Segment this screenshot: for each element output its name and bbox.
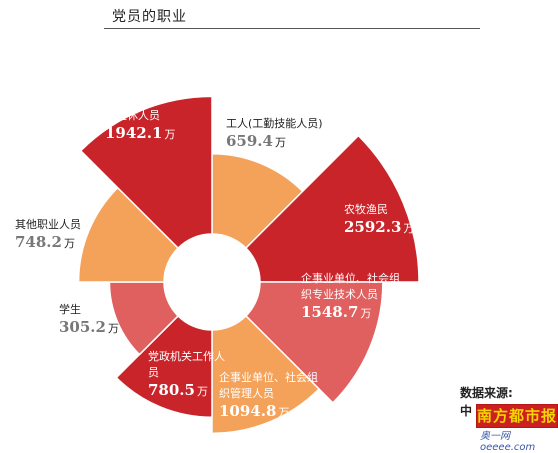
wedge-2 [244, 281, 384, 404]
wedge-4 [115, 314, 213, 418]
wedge-label-value-1: 2592.3 万 [344, 218, 414, 236]
wedge-label-name-3: 企事业单位、社会组织管理人员 [219, 370, 318, 400]
wedge-3 [211, 314, 321, 435]
wedge-label-name-1: 农牧渔民 [344, 202, 388, 216]
wedge-1 [244, 134, 420, 283]
wedge-label-value-0: 659.4 万 [226, 132, 286, 150]
wedge-label-value-2: 1548.7 万 [301, 303, 371, 321]
wedge-label-name-4: 党政机关工作人员 [148, 349, 225, 379]
wedge-label-name-6: 其他职业人员 [15, 218, 81, 231]
wedge-label-name-0: 工人(工勤技能人员) [226, 116, 323, 130]
wedge-label-value-7: 1942.1 万 [105, 124, 175, 142]
wedge-label-value-3: 1094.8 万 [219, 402, 289, 420]
center-hole [166, 236, 258, 328]
source-label: 数据来源: [460, 386, 513, 400]
wedge-label-value-4: 780.5 万 [148, 381, 208, 399]
wedge-label-name-5: 学生 [59, 302, 81, 316]
wedge-7 [79, 95, 213, 250]
chart-title: 党员的职业 [112, 9, 187, 25]
newspaper-logo: 南方都市报 [476, 404, 558, 428]
watermark: 奥一网oeeee.com [480, 431, 536, 453]
title-rule [104, 28, 480, 29]
wedge-label-value-5: 305.2 万 [59, 318, 119, 336]
wedge-label-name-7: 离退休人员 [105, 108, 160, 122]
wedge-label-name-2: 企事业单位、社会组织专业技术人员 [301, 271, 400, 301]
source-org: 中 [460, 404, 473, 418]
wedge-label-value-6: 748.2 万 [15, 233, 75, 251]
